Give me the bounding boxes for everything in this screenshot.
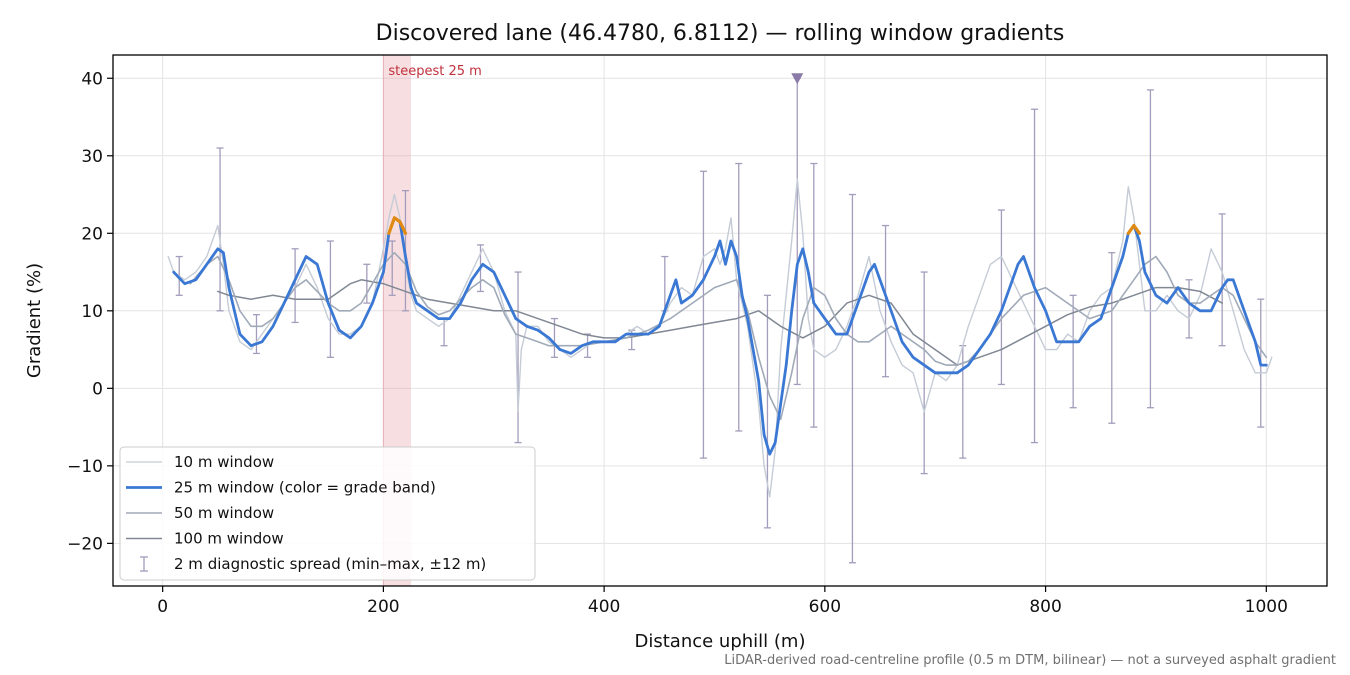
y-tick-label: −10 bbox=[67, 457, 103, 477]
error-bar bbox=[1031, 108, 1039, 444]
error-bar bbox=[735, 162, 743, 432]
legend-label: 2 m diagnostic spread (min–max, ±12 m) bbox=[174, 555, 486, 573]
error-bar bbox=[1108, 252, 1116, 424]
legend-entry: 50 m window bbox=[126, 504, 274, 522]
error-bar bbox=[997, 209, 1005, 386]
steep-grade-segment bbox=[1126, 223, 1142, 235]
legend-box bbox=[119, 446, 536, 581]
error-bar bbox=[1069, 294, 1077, 409]
y-axis-label: Gradient (%) bbox=[24, 263, 45, 378]
steepest-segment-label: steepest 25 m bbox=[388, 64, 481, 79]
x-axis-label: Distance uphill (m) bbox=[635, 631, 806, 652]
max-marker bbox=[791, 73, 804, 85]
axis-layer: 0 200 400 600 800 1000 −20 −10 0 10 20 30 40 bbox=[67, 69, 1288, 617]
error-bar bbox=[848, 193, 856, 564]
legend: 10 m window 25 m window (color = grade ba… bbox=[119, 446, 536, 581]
steep-grade-segment bbox=[387, 216, 408, 235]
marker-layer bbox=[791, 73, 804, 85]
chart-title: Discovered lane (46.4780, 6.8112) — roll… bbox=[376, 21, 1065, 46]
x-tick-label: 0 bbox=[157, 597, 168, 617]
x-tick-label: 200 bbox=[367, 597, 399, 617]
legend-label: 100 m window bbox=[174, 530, 284, 548]
legend-entry: 10 m window bbox=[126, 453, 274, 471]
legend-label: 25 m window (color = grade band) bbox=[174, 479, 436, 497]
footnote: LiDAR-derived road-centreline profile (0… bbox=[724, 653, 1336, 668]
series-line-w25 bbox=[172, 216, 1268, 456]
error-bar bbox=[252, 314, 260, 355]
legend-label: 10 m window bbox=[174, 453, 274, 471]
legend-entry: 2 m diagnostic spread (min–max, ±12 m) bbox=[140, 555, 486, 573]
series-line-w100 bbox=[217, 279, 1223, 366]
y-tick-label: 10 bbox=[81, 302, 103, 322]
legend-label: 50 m window bbox=[174, 504, 274, 522]
error-bar bbox=[291, 248, 299, 324]
series-line-w50 bbox=[189, 251, 1268, 421]
x-tick-label: 600 bbox=[809, 597, 841, 617]
series-layer bbox=[167, 178, 1273, 498]
error-bar bbox=[514, 271, 522, 444]
y-tick-label: 20 bbox=[81, 224, 103, 244]
error-bar bbox=[326, 240, 334, 358]
x-tick-label: 1000 bbox=[1245, 597, 1288, 617]
x-tick-label: 400 bbox=[588, 597, 620, 617]
legend-entry: 100 m window bbox=[126, 530, 284, 548]
x-tick-label: 800 bbox=[1029, 597, 1061, 617]
y-tick-label: 30 bbox=[81, 147, 103, 167]
y-tick-label: 40 bbox=[81, 69, 103, 89]
error-bar bbox=[763, 294, 771, 529]
error-bar bbox=[1218, 213, 1226, 347]
y-tick-label: −20 bbox=[67, 534, 103, 554]
error-bar bbox=[1146, 89, 1154, 409]
plot-frame bbox=[112, 54, 1328, 587]
error-bar bbox=[699, 170, 707, 459]
y-tick-label: 0 bbox=[92, 379, 103, 399]
error-bar bbox=[920, 271, 928, 475]
legend-entry: 25 m window (color = grade band) bbox=[126, 479, 436, 497]
error-bar bbox=[363, 263, 371, 304]
error-bar bbox=[216, 147, 224, 312]
